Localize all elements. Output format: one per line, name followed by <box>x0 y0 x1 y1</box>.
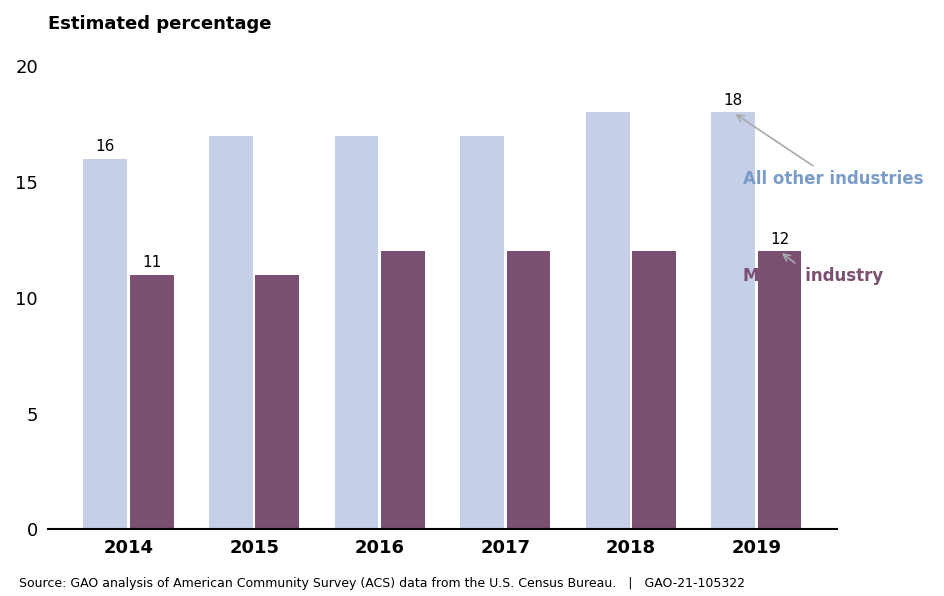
Text: 11: 11 <box>143 255 161 270</box>
Bar <box>506 252 549 529</box>
Bar <box>710 113 754 529</box>
Text: Source: GAO analysis of American Community Survey (ACS) data from the U.S. Censu: Source: GAO analysis of American Communi… <box>19 577 744 590</box>
Bar <box>632 252 675 529</box>
Bar <box>130 275 174 529</box>
Text: 12: 12 <box>769 232 788 247</box>
Bar <box>255 275 299 529</box>
Bar <box>209 135 253 529</box>
Bar <box>83 159 127 529</box>
Text: 18: 18 <box>723 93 742 108</box>
Bar <box>334 135 379 529</box>
Text: Media industry: Media industry <box>742 254 882 285</box>
Text: 16: 16 <box>95 139 115 154</box>
Text: All other industries: All other industries <box>736 115 922 188</box>
Bar <box>757 252 801 529</box>
Bar <box>380 252 425 529</box>
Bar <box>460 135 503 529</box>
Bar <box>585 113 629 529</box>
Text: Estimated percentage: Estimated percentage <box>47 15 271 33</box>
